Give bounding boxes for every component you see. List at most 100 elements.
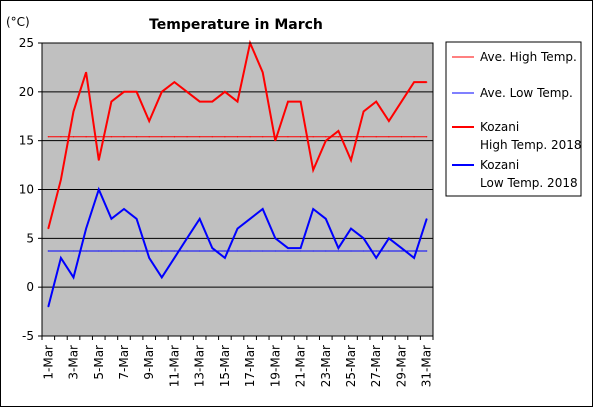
- unit-label: (°C): [6, 15, 30, 29]
- data-point: [60, 250, 62, 252]
- data-point: [325, 136, 327, 138]
- data-point: [211, 101, 213, 103]
- data-point: [135, 250, 138, 252]
- data-point: [148, 136, 150, 138]
- data-point: [72, 276, 75, 278]
- data-point: [299, 136, 302, 138]
- x-tick-label: 29-Mar: [394, 345, 408, 387]
- legend-label: Low Temp. 2018: [480, 176, 578, 190]
- x-tick-label: 7-Mar: [117, 345, 131, 380]
- data-point: [299, 101, 302, 103]
- x-tick-label: 31-Mar: [420, 345, 434, 387]
- data-point: [224, 136, 226, 138]
- y-tick-label: -5: [22, 329, 34, 343]
- y-tick-label: 5: [26, 231, 34, 245]
- data-point: [186, 237, 188, 239]
- data-point: [274, 250, 276, 252]
- x-tick-label: 15-Mar: [218, 345, 232, 387]
- data-point: [72, 250, 75, 252]
- data-point: [186, 136, 188, 138]
- data-point: [375, 257, 377, 259]
- data-point: [173, 81, 176, 83]
- data-point: [236, 101, 239, 103]
- data-point: [110, 250, 112, 252]
- data-point: [123, 208, 125, 210]
- data-point: [110, 218, 112, 220]
- data-point: [363, 237, 365, 239]
- data-point: [337, 247, 340, 249]
- data-point: [98, 159, 100, 161]
- data-point: [400, 247, 403, 249]
- data-point: [236, 136, 239, 138]
- data-point: [60, 136, 62, 138]
- data-point: [173, 257, 176, 259]
- data-point: [148, 250, 150, 252]
- y-tick-label: 20: [19, 85, 34, 99]
- data-point: [60, 179, 62, 181]
- data-point: [262, 208, 264, 210]
- data-point: [60, 257, 62, 259]
- x-axis-ticks: 1-Mar 3-Mar 5-Mar 7-Mar 9-Mar 11-Mar 13-Mar 15-…: [41, 336, 434, 387]
- data-point: [413, 81, 415, 83]
- data-point: [262, 136, 264, 138]
- x-tick-label: 17-Mar: [243, 345, 257, 387]
- data-point: [148, 120, 150, 122]
- x-tick-label: 3-Mar: [67, 345, 81, 380]
- data-point: [161, 250, 163, 252]
- data-point: [98, 250, 100, 252]
- data-point: [325, 250, 327, 252]
- data-point: [98, 136, 100, 138]
- data-point: [123, 250, 125, 252]
- data-point: [47, 136, 49, 138]
- data-point: [224, 250, 226, 252]
- data-point: [350, 250, 352, 252]
- data-point: [173, 250, 176, 252]
- data-point: [413, 257, 415, 259]
- data-point: [413, 136, 415, 138]
- legend-box: [445, 41, 582, 197]
- legend-label: Kozani: [480, 158, 519, 172]
- data-point: [85, 250, 87, 252]
- data-point: [287, 101, 289, 103]
- data-point: [350, 136, 352, 138]
- x-tick-label: 5-Mar: [92, 345, 106, 380]
- data-point: [98, 188, 100, 191]
- data-point: [312, 169, 314, 171]
- data-point: [262, 250, 264, 252]
- data-point: [388, 250, 390, 252]
- data-point: [350, 227, 352, 230]
- data-point: [287, 247, 289, 249]
- data-point: [287, 250, 289, 252]
- data-point: [47, 306, 49, 308]
- data-point: [135, 218, 138, 220]
- data-point: [85, 71, 87, 73]
- data-point: [337, 250, 340, 252]
- data-point: [224, 257, 226, 259]
- data-point: [375, 101, 377, 103]
- x-tick-label: 1-Mar: [41, 345, 55, 380]
- data-point: [249, 218, 251, 220]
- data-point: [363, 250, 365, 252]
- data-point: [325, 218, 327, 220]
- data-point: [388, 237, 390, 239]
- data-point: [236, 227, 239, 230]
- data-point: [350, 159, 352, 161]
- y-tick-label: 0: [26, 280, 34, 294]
- x-tick-label: 11-Mar: [167, 345, 181, 387]
- legend-label: Ave. High Temp.: [480, 50, 577, 64]
- data-point: [161, 91, 163, 93]
- legend: Ave. High Temp. Ave. Low Temp. Kozani High …: [445, 41, 582, 197]
- data-point: [375, 136, 377, 138]
- legend-label: Ave. Low Temp.: [480, 86, 573, 100]
- data-point: [337, 136, 340, 138]
- data-point: [72, 136, 75, 138]
- data-point: [199, 136, 201, 138]
- data-point: [299, 250, 302, 252]
- data-point: [47, 227, 49, 230]
- data-point: [135, 91, 138, 93]
- data-point: [337, 130, 340, 132]
- data-point: [211, 250, 213, 252]
- data-point: [85, 136, 87, 138]
- data-point: [123, 91, 125, 93]
